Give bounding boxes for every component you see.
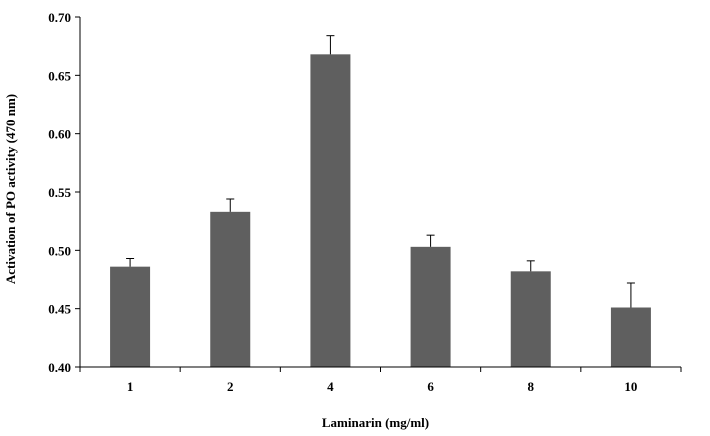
bar [310,54,351,367]
y-tick-label: 0.55 [48,185,71,200]
bar [210,211,251,367]
x-tick-label: 8 [528,379,535,394]
y-tick-label: 0.40 [48,360,71,375]
x-tick-label: 4 [327,379,334,394]
bar [110,266,151,367]
bars [110,54,651,367]
bar [510,271,551,367]
x-axis-label: Laminarin (mg/ml) [322,415,429,430]
y-tick-label: 0.50 [48,243,71,258]
y-axis-label: Activation of PO activity (470 nm) [3,94,18,284]
x-axis-ticks: 1 2 4 6 8 10 [79,367,682,394]
y-tick-label: 0.60 [48,127,71,142]
y-tick-label: 0.70 [48,10,71,25]
bar [610,307,651,367]
x-tick-label: 1 [127,379,134,394]
x-tick-label: 6 [427,379,434,394]
y-tick-label: 0.45 [48,302,71,317]
x-tick-label: 2 [227,379,234,394]
y-tick-label: 0.65 [48,68,71,83]
x-tick-label: 10 [624,379,637,394]
error-bars [126,35,635,308]
y-axis-ticks: 0.40 0.45 0.50 0.55 0.60 0.65 0.70 [48,10,80,375]
bar [410,246,451,367]
